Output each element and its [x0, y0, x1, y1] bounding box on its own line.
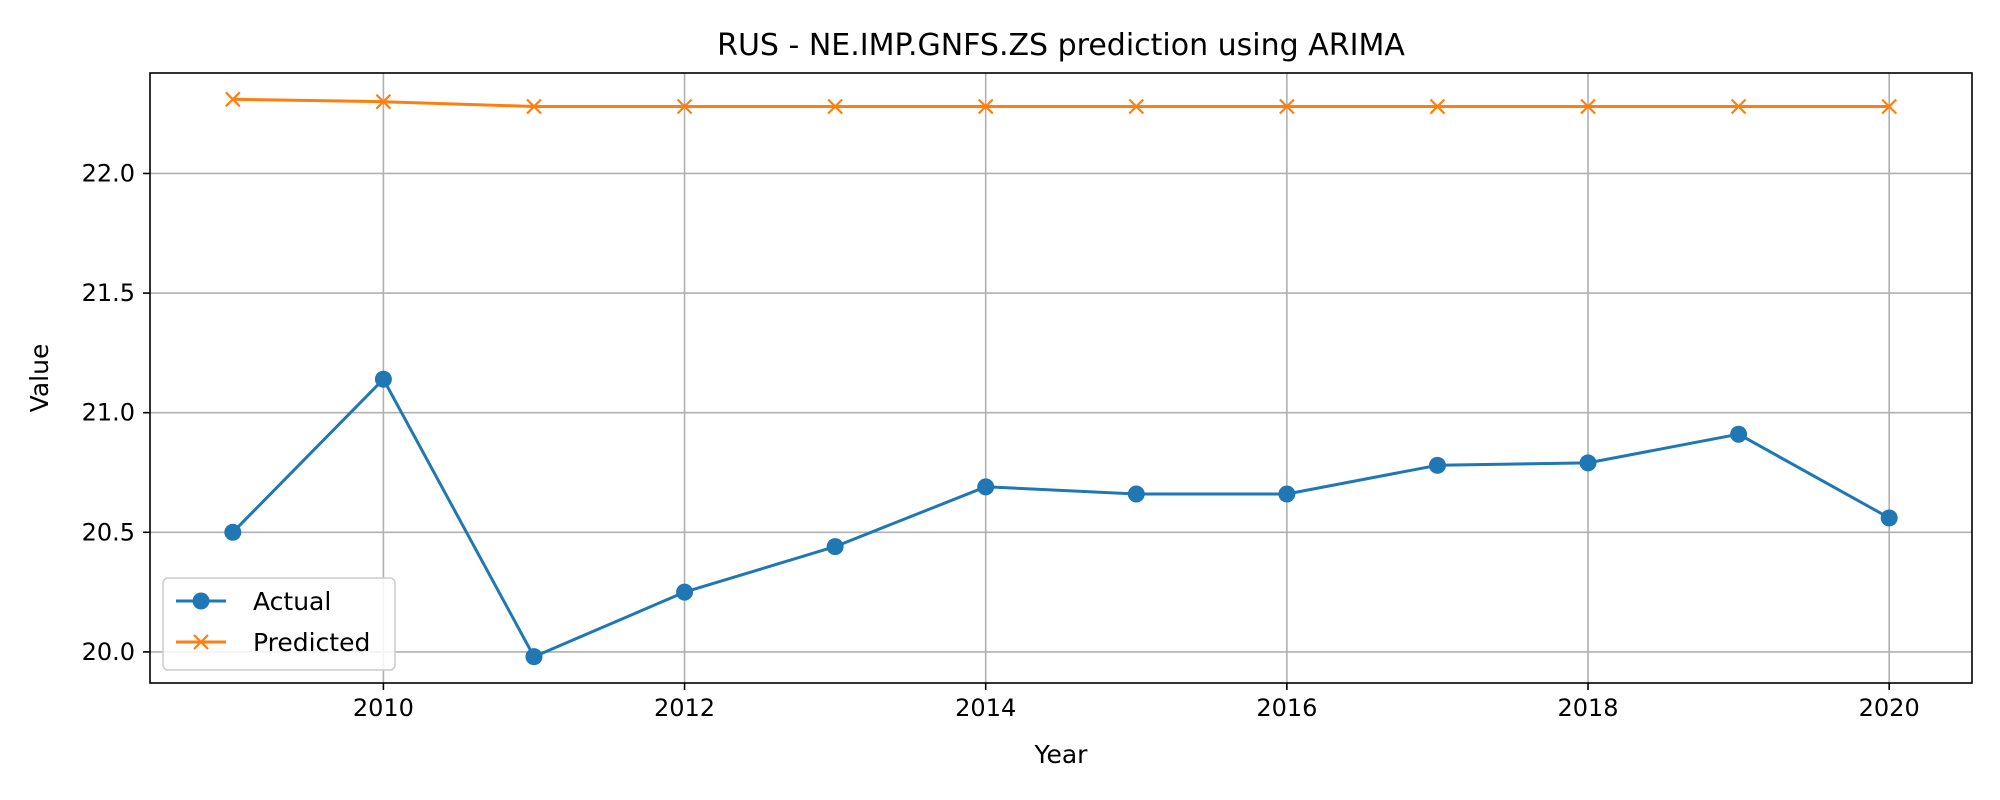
data-point-predicted — [1881, 98, 1897, 115]
series-line-predicted — [232, 97, 1890, 108]
legend: Actual Predicted — [162, 577, 396, 671]
x-marker-stroke — [526, 98, 542, 115]
y-tick-label: 20.5 — [82, 518, 135, 546]
data-point-predicted — [977, 98, 994, 115]
x-tick-label: 2018 — [1557, 694, 1618, 722]
data-point-actual — [977, 478, 995, 496]
x-marker-stroke — [1429, 98, 1446, 115]
y-axis-label: Value — [25, 344, 54, 413]
y-tick-label: 21.0 — [82, 399, 135, 427]
x-axis: 2010 2012 2014 2016 2018 2020 — [353, 683, 1920, 722]
data-point-predicted — [1730, 98, 1747, 115]
chart-title: RUS - NE.IMP.GNFS.ZS prediction using AR… — [717, 28, 1405, 63]
x-marker-stroke — [1279, 98, 1295, 115]
data-point-predicted — [676, 98, 693, 115]
data-point-actual — [1730, 425, 1748, 443]
y-tick-label: 21.5 — [82, 279, 135, 307]
legend-label-actual: Actual — [253, 587, 331, 616]
data-point-actual — [1127, 485, 1145, 503]
data-point-predicted — [1429, 98, 1446, 115]
legend-label-predicted: Predicted — [253, 628, 370, 657]
data-point-predicted — [827, 98, 843, 115]
data-point-predicted — [1279, 98, 1295, 115]
data-point-actual — [1278, 485, 1296, 503]
data-point-predicted — [1128, 98, 1145, 115]
data-point-actual — [676, 583, 694, 601]
y-tick-label: 20.0 — [82, 638, 135, 666]
x-marker-stroke — [1730, 98, 1747, 115]
legend-marker-actual — [192, 592, 210, 610]
data-point-actual — [1428, 456, 1446, 474]
x-marker-stroke — [375, 93, 392, 110]
x-marker-stroke — [827, 98, 843, 115]
x-marker-stroke — [676, 98, 693, 115]
x-tick-label: 2010 — [353, 694, 414, 722]
data-point-actual — [826, 538, 844, 556]
x-marker-stroke — [1881, 98, 1897, 115]
x-tick-label: 2016 — [1256, 694, 1317, 722]
data-point-predicted — [225, 91, 241, 108]
y-tick-label: 22.0 — [82, 159, 135, 187]
grid — [150, 73, 1972, 683]
data-point-actual — [1579, 454, 1597, 472]
x-axis-label: Year — [1034, 740, 1089, 769]
data-point-actual — [224, 523, 242, 541]
data-point-predicted — [375, 93, 392, 110]
x-marker-stroke — [1128, 98, 1145, 115]
x-tick-label: 2012 — [654, 694, 715, 722]
plot-frame — [149, 72, 1973, 684]
data-point-predicted — [526, 98, 542, 115]
x-tick-label: 2020 — [1859, 694, 1920, 722]
data-point-actual — [525, 648, 543, 666]
series-layer — [224, 91, 1898, 666]
data-point-actual — [1880, 509, 1898, 527]
series-line-actual — [231, 377, 1890, 659]
x-marker-stroke — [225, 91, 241, 108]
x-marker-stroke — [1580, 98, 1596, 115]
data-point-actual — [374, 370, 392, 388]
y-axis: 20.0 20.5 21.0 21.5 22.0 — [82, 159, 150, 666]
legend-marker-predicted — [193, 634, 209, 650]
x-marker-stroke — [977, 98, 994, 115]
x-tick-label: 2014 — [955, 694, 1016, 722]
data-point-predicted — [1580, 98, 1596, 115]
